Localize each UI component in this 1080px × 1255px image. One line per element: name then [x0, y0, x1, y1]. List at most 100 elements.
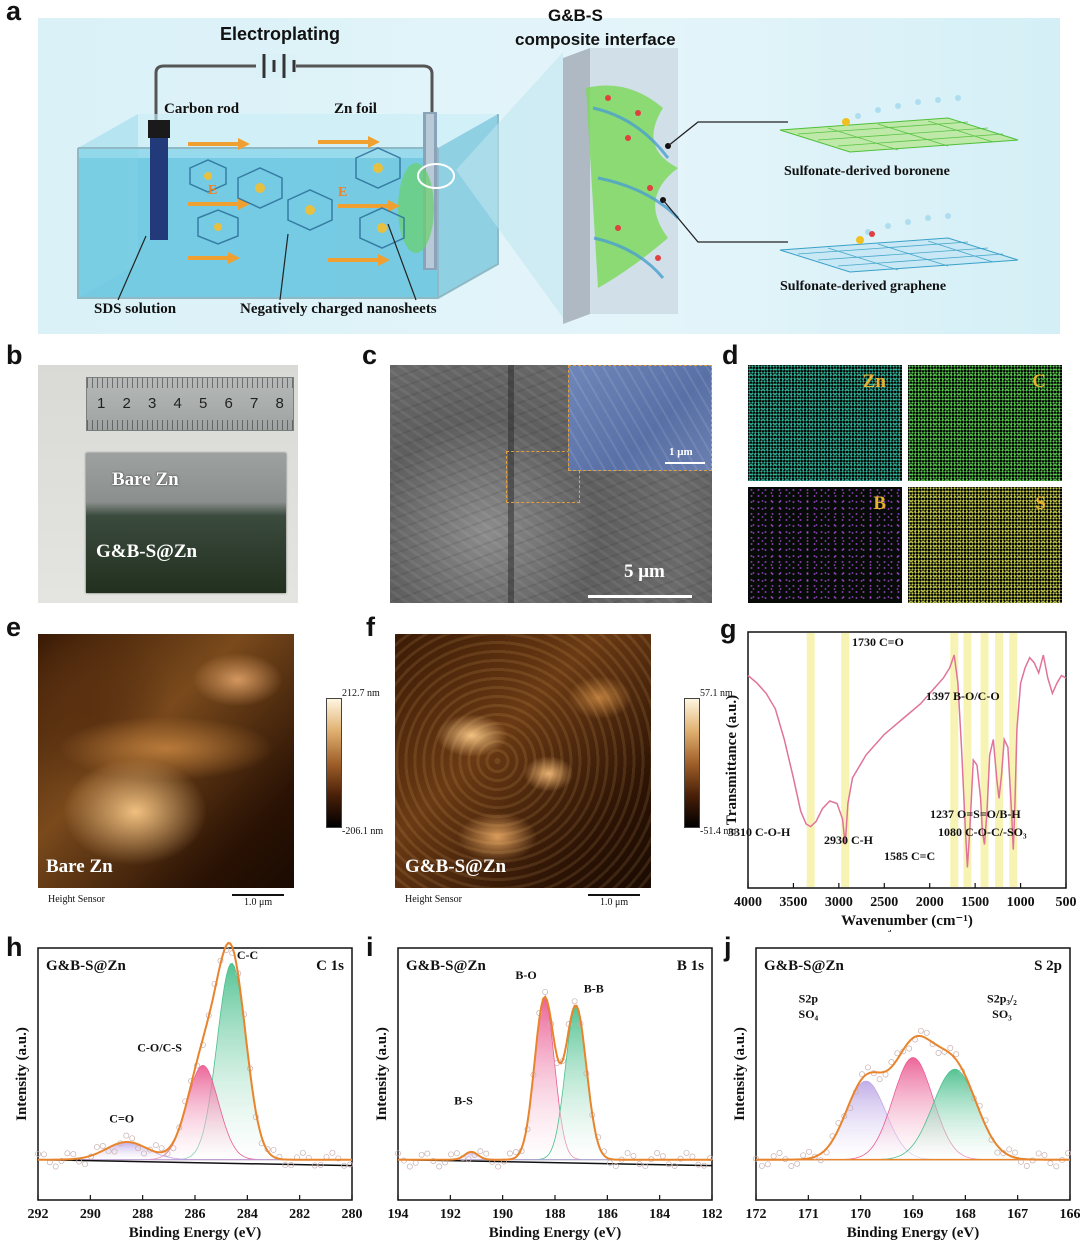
highlight-band: [1009, 633, 1018, 887]
ftir-chart: g 4000 3500 3000 2500 2000 1500 1000 500 Wavenumb…: [720, 614, 1077, 929]
xps-raw-point: [70, 1151, 77, 1158]
sem-inset: 1 μm: [568, 365, 712, 471]
xps-raw-point: [158, 1145, 165, 1152]
xps-raw-point: [753, 1155, 759, 1162]
xps-raw-point: [776, 1150, 783, 1156]
x-tick-label: 290: [80, 1207, 101, 1222]
x-tick-label: 280: [342, 1207, 363, 1222]
highlight-band: [841, 633, 850, 887]
xps-raw-point: [35, 1150, 41, 1157]
xps-raw-point: [612, 1163, 619, 1170]
x-tick-label: 190: [492, 1207, 513, 1222]
highlight-band: [963, 633, 972, 887]
xps-baseline: [397, 1158, 713, 1167]
xps-raw-point: [52, 1163, 59, 1170]
ruler-number: 4: [173, 395, 182, 412]
xps-raw-point: [689, 1153, 696, 1160]
zoom-region: [506, 451, 580, 503]
xps-raw-point: [418, 1151, 425, 1158]
xps-raw-point: [695, 1161, 702, 1168]
x-axis-label: Binding Energy (eV): [489, 1225, 622, 1241]
xps-raw-point: [636, 1161, 643, 1167]
xps-peak-1: [398, 998, 712, 1161]
ftir-annotation: 1585 C=C: [884, 849, 935, 863]
xps-raw-point: [659, 1153, 666, 1160]
xps-raw-point: [994, 1149, 1001, 1156]
sem-image: 1 μm 5 μm: [390, 365, 712, 603]
peak-label-bb: B-B: [584, 982, 604, 996]
xps-envelope-line: [756, 1034, 1070, 1161]
afm-e-sample: Bare Zn: [46, 856, 113, 877]
xps-baseline: [37, 1158, 353, 1167]
label-interface-title-2: composite interface: [515, 30, 676, 49]
xps-raw-point: [395, 1150, 401, 1157]
xps-region-label: B 1s: [677, 958, 704, 974]
ftir-annotation: 1730 C=O: [852, 635, 904, 649]
xps-raw-point: [311, 1162, 318, 1169]
x-tick-label: 500: [1056, 895, 1077, 910]
x-axis-label: Wavenumber (cm⁻¹): [841, 913, 973, 929]
xps-raw-point: [665, 1161, 672, 1168]
xps-raw-point: [111, 1148, 118, 1155]
xps-raw-point: [141, 1150, 147, 1157]
y-axis-label: Intensity (a.u.): [374, 1027, 390, 1121]
xps-envelope-line: [398, 995, 712, 1161]
xps-raw-point: [424, 1150, 431, 1157]
xps-raw-point: [288, 1162, 295, 1169]
afm-e-max: 212.7 nm: [342, 688, 380, 699]
eds-element-label: Zn: [862, 371, 886, 392]
y-axis-label: Intensity (a.u.): [732, 1027, 748, 1121]
x-tick-label: 184: [649, 1207, 670, 1222]
xps-raw-point: [571, 998, 578, 1005]
x-tick-label: 171: [798, 1207, 819, 1222]
xps-raw-point: [436, 1163, 443, 1170]
eds-element-label: S: [1035, 493, 1046, 514]
field-label-e1: E: [208, 183, 217, 198]
xps-raw-point: [506, 1150, 513, 1157]
peak-label-s2p32: S2p₃/₂: [987, 991, 1017, 1005]
xps-raw-point: [1023, 1163, 1030, 1169]
x-tick-label: 3500: [779, 895, 807, 910]
afm-e-colorbar: [326, 698, 342, 828]
eds-map-b: B: [748, 487, 902, 603]
xps-raw-point: [770, 1153, 777, 1160]
xps-raw-point: [135, 1145, 142, 1152]
field-label-e2: E: [338, 185, 347, 200]
highlight-band: [995, 633, 1004, 887]
label-carbon-rod: Carbon rod: [164, 101, 240, 117]
peak-label-co: C-O/C-S: [137, 1041, 182, 1055]
xps-raw-point: [170, 1145, 177, 1152]
peak-label-bs: B-S: [454, 1094, 473, 1108]
panel-letter-j: j: [723, 932, 732, 962]
panel-letter-e: e: [6, 612, 22, 642]
peak-label-so3-b: SO₃: [992, 1007, 1012, 1021]
eds-element-label: B: [873, 493, 886, 514]
xps-raw-point: [764, 1161, 771, 1168]
xps-raw-point: [270, 1146, 277, 1153]
peak-label-s2p: S2p: [799, 991, 819, 1005]
xps-region-label: S 2p: [1034, 958, 1062, 974]
xps-peak-2: [38, 1064, 352, 1161]
panel-letter-b: b: [6, 340, 23, 370]
afm-gbs-zn: G&B-S@Zn: [395, 634, 651, 888]
x-tick-label: 1500: [961, 895, 989, 910]
xps-raw-point: [542, 988, 549, 995]
afm-e-sensor: Height Sensor: [48, 894, 105, 905]
afm-f-max: 57.1 nm: [700, 688, 733, 699]
label-interface-title-1: G&B-S: [548, 6, 603, 25]
xps-raw-point: [876, 1076, 883, 1083]
xps-raw-point: [859, 1071, 865, 1078]
highlight-band: [950, 633, 959, 887]
x-tick-label: 192: [440, 1207, 461, 1222]
ruler-number: 6: [224, 395, 233, 412]
xps-raw-point: [947, 1045, 954, 1051]
x-tick-label: 284: [237, 1207, 258, 1222]
xps-sample-label: G&B-S@Zn: [46, 958, 126, 974]
label-zn-foil: Zn foil: [334, 101, 377, 117]
label-gbs-zn: G&B-S@Zn: [96, 541, 198, 562]
xps-raw-point: [448, 1151, 454, 1158]
xps-raw-point: [1035, 1150, 1042, 1157]
xps-raw-point: [129, 1135, 136, 1142]
panel-letter-c: c: [362, 340, 378, 370]
